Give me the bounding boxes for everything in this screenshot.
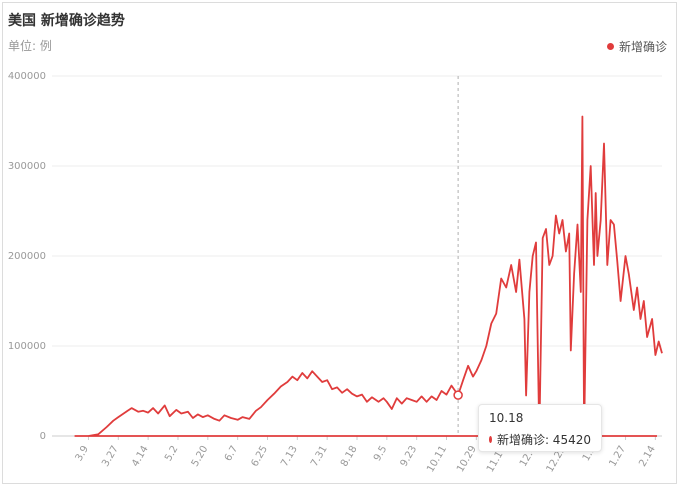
- tooltip-dot-icon: [489, 436, 492, 443]
- legend[interactable]: 新增确诊: [606, 38, 667, 55]
- x-tick-label: 10.11: [425, 444, 449, 474]
- x-tick-label: 6.25: [249, 444, 270, 469]
- x-tick-label: 6.7: [223, 444, 240, 463]
- x-tick-label: 5.2: [163, 444, 180, 463]
- y-axis: 0 100000 200000 300000 400000: [8, 71, 46, 442]
- x-tick-label: 7.31: [309, 444, 330, 469]
- x-tick-label: 5.20: [190, 444, 211, 469]
- y-tick-label: 300000: [8, 161, 46, 172]
- x-tick-label: 10.29: [455, 444, 479, 474]
- x-tick-label: 3.27: [100, 444, 121, 469]
- x-tick-label: 2.14: [637, 444, 658, 469]
- y-tick-label: 200000: [8, 251, 46, 262]
- y-tick-label: 0: [40, 431, 46, 442]
- tooltip: 10.18 新增确诊: 45420: [478, 404, 602, 452]
- y-tick-label: 100000: [8, 341, 46, 352]
- x-tick-label: 7.13: [279, 444, 300, 469]
- x-tick-label: 9.5: [372, 444, 389, 463]
- x-tick-label: 9.23: [399, 444, 420, 469]
- x-tick-label: 3.9: [74, 444, 91, 463]
- x-tick-label: 8.18: [339, 444, 360, 469]
- grid-lines: [52, 75, 662, 437]
- tooltip-date: 10.18: [489, 411, 524, 425]
- chart-title: 美国 新增确诊趋势: [8, 13, 125, 29]
- legend-dot-icon: [606, 43, 614, 50]
- x-tick-label: 1.27: [607, 444, 628, 469]
- tooltip-value: 新增确诊: 45420: [496, 433, 591, 447]
- hover-point-marker: [453, 390, 463, 400]
- legend-label: 新增确诊: [618, 40, 667, 54]
- series-line-new-cases: [74, 115, 663, 437]
- x-axis: 3.9 3.27 4.14 5.2 5.20 6.7 6.25 7.13 7.31 8.18 9.5…: [74, 436, 658, 474]
- unit-label: 单位: 例: [8, 39, 52, 53]
- x-tick-label: 4.14: [130, 444, 151, 469]
- y-tick-label: 400000: [8, 71, 46, 82]
